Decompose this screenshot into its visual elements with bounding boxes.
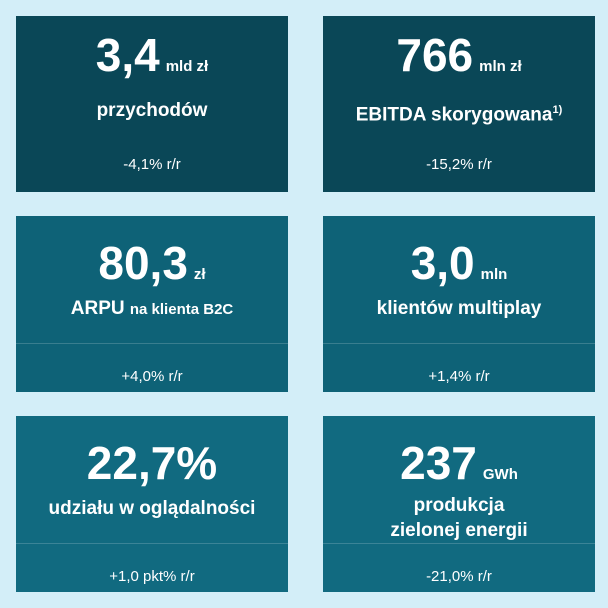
divider (323, 343, 595, 344)
kpi-change: +1,0 pkt% r/r (109, 568, 195, 585)
kpi-value-row: 22,7% (16, 436, 288, 490)
kpi-label: EBITDA skorygowana1) (323, 98, 595, 127)
kpi-unit: zł (193, 266, 206, 283)
label-text: EBITDA skorygowana (355, 104, 553, 126)
kpi-change: +1,4% r/r (428, 368, 490, 385)
kpi-card: 80,3 zł ARPU na klienta B2C +4,0% r/r (16, 216, 288, 392)
divider (16, 343, 288, 344)
divider (16, 543, 288, 544)
kpi-card: 22,7% udziału w oglądalności +1,0 pkt% r/r (16, 416, 288, 592)
kpi-value: 22,7% (86, 437, 218, 489)
kpi-change: -21,0% r/r (426, 568, 492, 585)
label-small: na klienta B2C (129, 301, 234, 318)
kpi-card: 766 mln zł EBITDA skorygowana1) -15,2% r/r (323, 16, 595, 192)
kpi-value: 80,3 (98, 237, 188, 289)
kpi-value-row: 237 GWh (323, 436, 595, 490)
kpi-card: 237 GWh produkcja zielonej energii -21,0% r/… (323, 416, 595, 592)
kpi-change: -15,2% r/r (426, 156, 492, 173)
kpi-card: 3,4 mld zł przychodów -4,1% r/r (16, 16, 288, 192)
kpi-change: +4,0% r/r (121, 368, 183, 385)
kpi-label: przychodów (16, 98, 288, 123)
divider (323, 543, 595, 544)
kpi-unit: mld zł (165, 58, 209, 75)
footnote-mark: 1) (552, 104, 563, 116)
kpi-value-row: 80,3 zł (16, 236, 288, 290)
kpi-value-row: 766 mln zł (323, 28, 595, 82)
kpi-unit: mln zł (479, 58, 522, 75)
label-line: produkcja (413, 495, 505, 516)
label-text: klientów multiplay (376, 298, 542, 319)
kpi-label: klientów multiplay (323, 296, 595, 321)
label-text: udziału w oglądalności (48, 498, 256, 519)
kpi-label: ARPU na klienta B2C (16, 296, 288, 322)
kpi-label: produkcja zielonej energii (323, 493, 595, 543)
kpi-value: 766 (396, 29, 474, 81)
kpi-card: 3,0 mln klientów multiplay +1,4% r/r (323, 216, 595, 392)
kpi-unit: GWh (482, 466, 518, 483)
label-text: przychodów (96, 100, 208, 121)
kpi-value-row: 3,4 mld zł (16, 28, 288, 82)
kpi-label: udziału w oglądalności (16, 496, 288, 521)
kpi-unit: mln (480, 266, 508, 283)
label-line: zielonej energii (390, 520, 528, 541)
kpi-value: 3,4 (95, 29, 160, 81)
kpi-change: -4,1% r/r (123, 156, 181, 173)
kpi-value: 237 (400, 437, 477, 489)
kpi-value-row: 3,0 mln (323, 236, 595, 290)
kpi-value: 3,0 (410, 237, 475, 289)
label-text: ARPU (70, 298, 125, 319)
